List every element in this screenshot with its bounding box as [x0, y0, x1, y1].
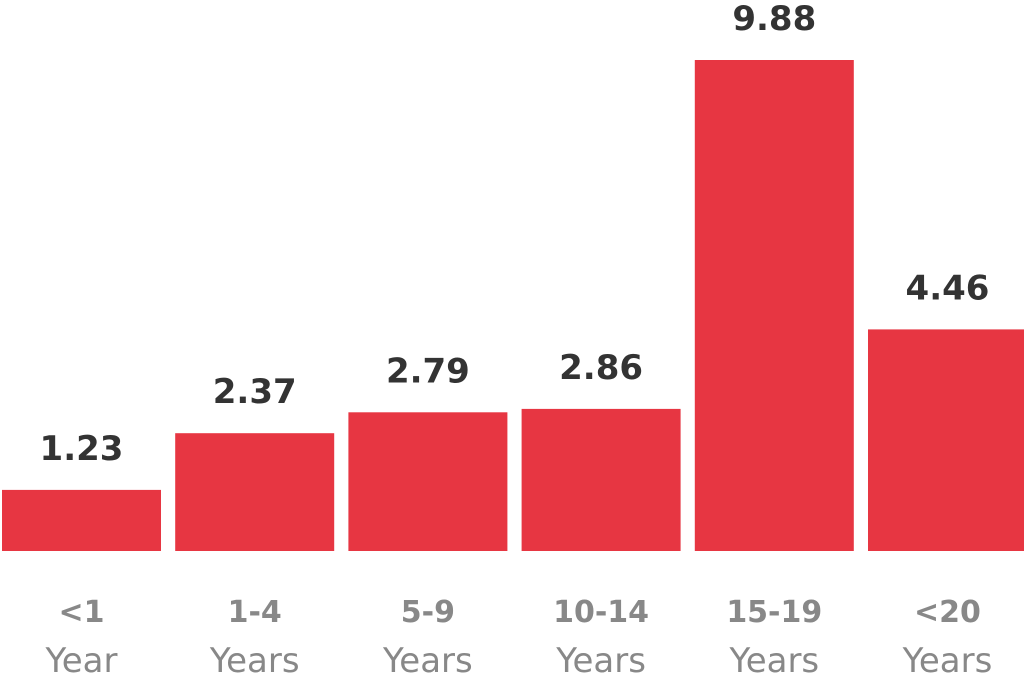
bar-4 [694, 60, 854, 551]
category-label-line1-2: 5-9 [401, 595, 455, 630]
category-label-line2-3: Years [555, 641, 646, 681]
category-label-line1-5: <20 [914, 595, 981, 630]
value-label-5: 4.46 [906, 268, 990, 308]
category-label-line2-2: Years [382, 641, 473, 681]
category-label-line2-1: Years [209, 641, 300, 681]
value-label-0: 1.23 [40, 429, 124, 469]
category-label-line2-0: Year [45, 641, 118, 681]
bar-3 [521, 408, 681, 551]
category-label-line1-3: 10-14 [553, 595, 649, 630]
bar-0 [2, 489, 161, 551]
value-labels-group: 1.23 2.37 2.79 2.86 9.88 4.46 [40, 0, 990, 469]
category-label-line1-1: 1-4 [228, 595, 282, 630]
bars-group [2, 60, 1024, 551]
bar-5 [868, 329, 1024, 551]
value-label-1: 2.37 [213, 372, 297, 412]
category-labels-group: <1 Year 1-4 Years 5-9 Years 10-14 Years 15-19 Yea… [45, 595, 993, 681]
category-label-line1-0: <1 [58, 595, 104, 630]
bar-2 [348, 412, 508, 551]
value-label-3: 2.86 [559, 348, 643, 388]
value-label-2: 2.79 [386, 351, 470, 391]
value-label-4: 9.88 [732, 0, 816, 39]
category-label-line2-4: Years [728, 641, 819, 681]
category-label-line1-4: 15-19 [726, 595, 822, 630]
bar-1 [175, 433, 335, 551]
category-label-line2-5: Years [902, 641, 993, 681]
